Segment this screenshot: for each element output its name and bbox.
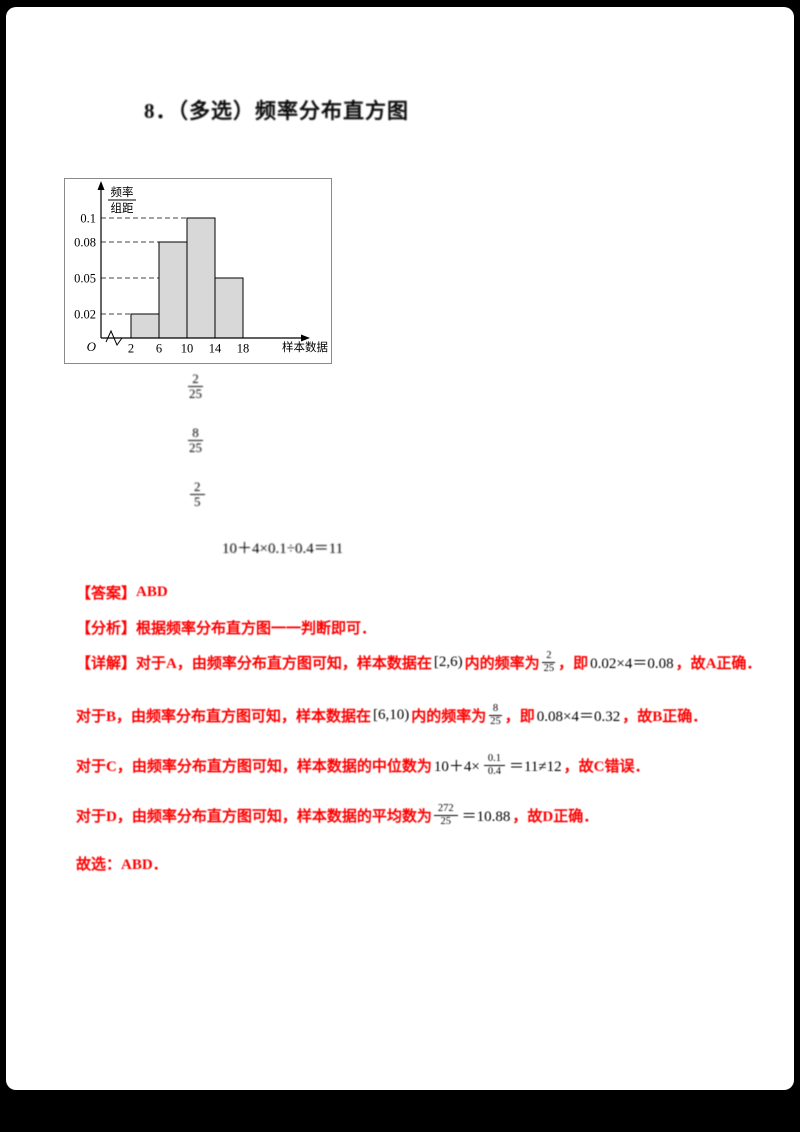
x-axis-arrow [301, 334, 310, 342]
analysis-line: 【分析】 根据频率分布直方图一一判断即可． [76, 617, 376, 637]
inline-formula: 0.02×4＝0.08 [590, 655, 674, 672]
solution-text: ，即 [504, 708, 535, 725]
fraction-denominator: 25 [543, 662, 555, 674]
histogram-bar [214, 277, 244, 339]
solution-text: ，故C错误． [563, 758, 650, 775]
fraction-denominator: 5 [194, 494, 201, 510]
answer-label: 【答案】 [76, 585, 137, 602]
histogram-bar [186, 217, 216, 339]
solution-text: ，故A正确． [675, 655, 762, 672]
answer-line: 【答案】 ABD [76, 582, 168, 602]
histogram-bar [158, 241, 188, 339]
solution-text: 对于B，由频率分布直方图可知，样本数据在 [76, 708, 372, 725]
y-axis-label-denominator: 组距 [111, 201, 134, 215]
inline-fraction: 8 25 [488, 703, 503, 727]
solution-text: 对于C，由频率分布直方图可知，样本数据的中位数为 [76, 758, 432, 775]
frequency-histogram-chart: 0.02 0.05 0.08 0.1 2 6 10 14 18 O 频率组距样本数据 [64, 178, 332, 364]
inline-fraction: 272 25 [433, 803, 458, 827]
solution-text: ，故D正确． [512, 808, 599, 825]
question-formula-2: 8 25 [187, 425, 204, 456]
fraction-denominator: 25 [490, 715, 501, 727]
inline-formula: ＝11≠12 [508, 758, 562, 775]
histogram-bar [130, 313, 160, 339]
formula-expression: 10＋4×0.1÷0.4＝11 [222, 541, 344, 557]
x-axis-label: 样本数据 [282, 340, 328, 354]
fraction-numerator: 2 [190, 479, 205, 496]
y-tick-label: 0.02 [74, 308, 96, 322]
analysis-text: 根据频率分布直方图一一判断即可． [136, 620, 377, 637]
fraction-numerator: 272 [433, 803, 458, 816]
inline-formula: [2,6) [433, 653, 463, 670]
solution-text: ，即 [558, 655, 589, 672]
solution-text: 对于D，由频率分布直方图可知，样本数据的平均数为 [76, 808, 432, 825]
fraction-denominator: 25 [440, 815, 451, 827]
inline-formula: 10＋4× [433, 758, 480, 775]
inline-fraction: 0.1 0.4 [483, 753, 505, 777]
detail-line-c: 对于C，由频率分布直方图可知，样本数据的中位数为 10＋4× 0.1 0.4 ＝11≠1… [76, 748, 649, 782]
solution-text: 内的频率为 [411, 708, 487, 725]
paper-background [6, 7, 794, 1090]
fraction: 8 25 [187, 425, 204, 456]
detail-line-a: 【详解】对于A，由频率分布直方图可知，样本数据在 [2,6) 内的频率为 2 25 ，即 0… [76, 645, 761, 679]
inline-formula: [6,10) [373, 706, 410, 723]
x-tick-label: 18 [237, 342, 250, 356]
inline-formula: 0.08×4＝0.32 [536, 708, 621, 725]
y-tick-label: 0.05 [74, 272, 96, 286]
x-tick-label: 6 [156, 342, 162, 356]
y-axis-arrow [97, 181, 105, 190]
fraction-numerator: 2 [542, 650, 556, 663]
analysis-label: 【分析】 [76, 620, 137, 637]
inline-fraction: 2 25 [542, 650, 557, 674]
fraction-denominator: 25 [189, 386, 202, 402]
question-formula-4: 10＋4×0.1÷0.4＝11 [222, 537, 343, 558]
inline-formula: ＝10.88 [461, 808, 511, 825]
y-tick-label: 0.08 [74, 236, 96, 250]
answer-value: ABD [136, 583, 168, 600]
fraction-numerator: 8 [188, 425, 203, 442]
fraction-denominator: 25 [189, 440, 202, 456]
axis-break-icon [105, 329, 123, 347]
fraction-numerator: 0.1 [483, 753, 505, 766]
conclusion-text: 故选：ABD． [76, 856, 168, 873]
fraction-numerator: 8 [488, 703, 503, 716]
solution-text: 内的频率为 [464, 655, 540, 672]
question-formula-1: 2 25 [187, 371, 204, 402]
solution-text: 【详解】对于A，由频率分布直方图可知，样本数据在 [76, 655, 432, 672]
x-tick-label: 2 [128, 342, 134, 356]
y-axis-label-numerator: 频率 [111, 185, 134, 199]
fraction: 2 25 [187, 371, 204, 402]
y-tick-label: 0.1 [80, 212, 96, 226]
solution-text: ，故B正确． [622, 708, 708, 725]
x-tick-label: 14 [209, 342, 222, 356]
conclusion-line: 故选：ABD． [76, 853, 168, 873]
question-title: 8．（多选）频率分布直方图 [144, 99, 409, 123]
fraction-numerator: 2 [188, 371, 203, 388]
detail-line-b: 对于B，由频率分布直方图可知，样本数据在 [6,10) 内的频率为 8 25 ，即 0.08… [76, 698, 707, 732]
x-tick-label: 10 [181, 342, 194, 356]
detail-line-d: 对于D，由频率分布直方图可知，样本数据的平均数为 272 25 ＝10.88 ，故D正确… [76, 798, 598, 832]
fraction-denominator: 0.4 [487, 765, 501, 777]
origin-label: O [87, 339, 97, 354]
